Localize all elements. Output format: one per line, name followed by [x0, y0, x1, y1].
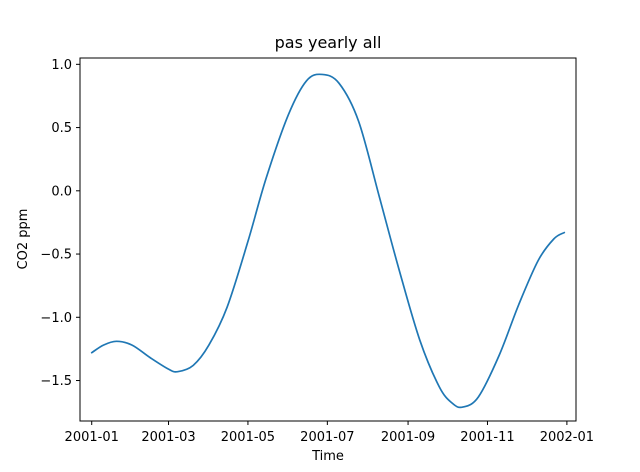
y-tick-label: −1.5 [40, 374, 72, 389]
y-tick-label: −1.0 [40, 311, 72, 326]
plot-frame [79, 57, 577, 422]
x-tick-label: 2002-01 [540, 430, 594, 445]
chart-title: pas yearly all [275, 33, 382, 52]
y-axis-label: CO2 ppm [16, 209, 31, 270]
y-tick-label: 0.0 [51, 184, 72, 199]
x-tick-label: 2001-01 [65, 430, 119, 445]
y-tick-label: 1.0 [51, 58, 72, 73]
x-tick-label: 2001-07 [300, 430, 354, 445]
x-tick-label: 2001-11 [460, 430, 514, 445]
x-tick-label: 2001-03 [141, 430, 195, 445]
x-axis-label: Time [311, 449, 344, 464]
y-tick-label: 0.5 [51, 121, 72, 136]
x-tick-label: 2001-05 [221, 430, 275, 445]
series-line [90, 73, 566, 409]
y-tick-label: −0.5 [40, 248, 72, 263]
x-tick-label: 2001-09 [381, 430, 435, 445]
